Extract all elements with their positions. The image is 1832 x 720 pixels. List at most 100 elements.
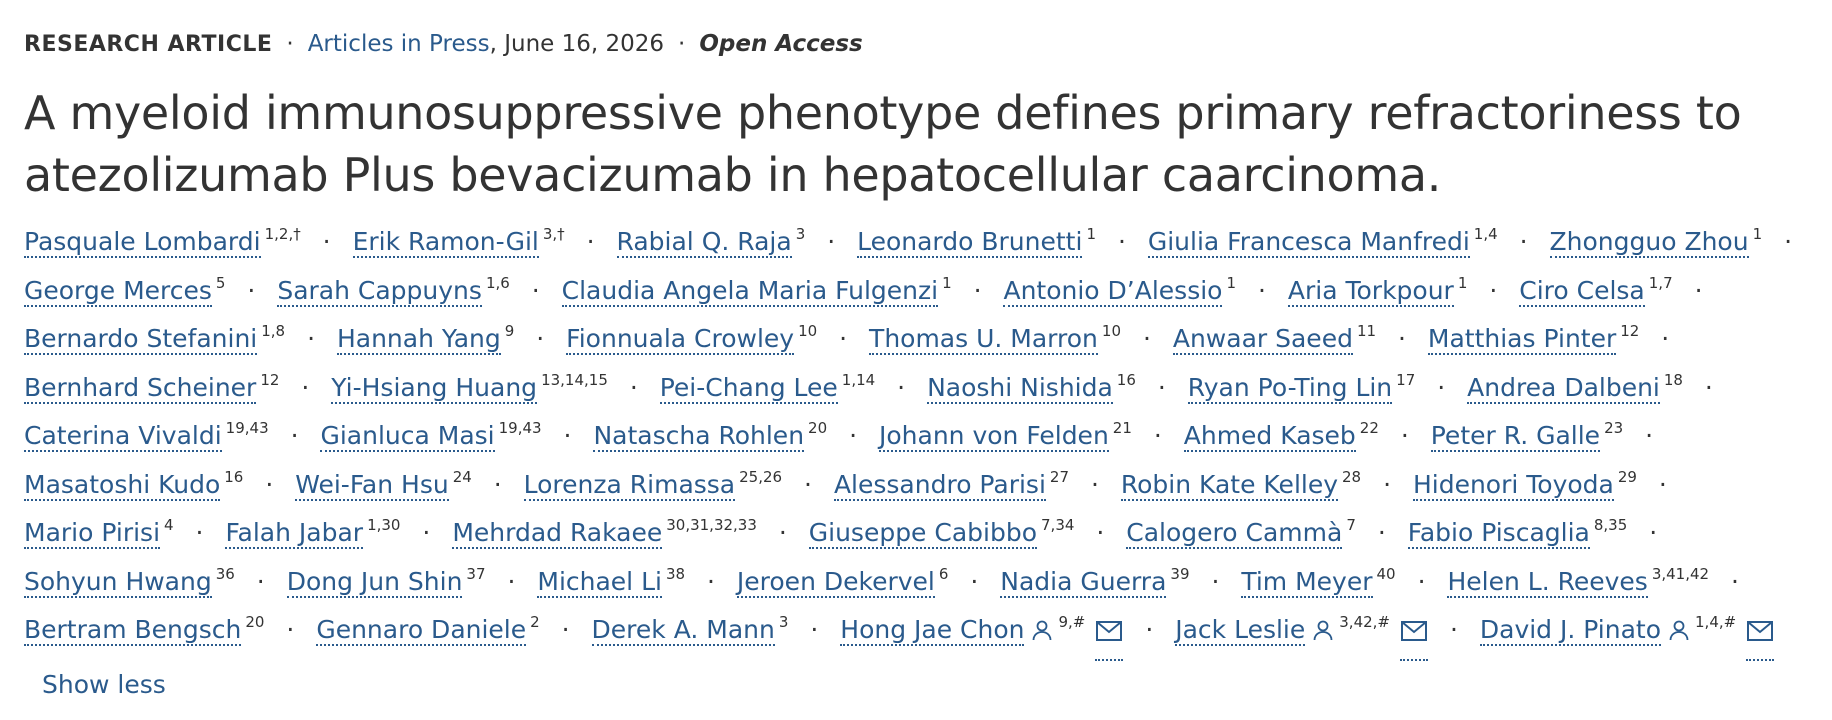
- affiliation-sup: 1,7: [1648, 273, 1673, 292]
- affiliation-sup: 28: [1342, 467, 1362, 486]
- author-name-link[interactable]: Ryan Po-Ting Lin: [1187, 372, 1393, 404]
- author-name-link[interactable]: Natascha Rohlen: [593, 421, 805, 452]
- author-name-link[interactable]: Antonio D’Alessio: [1003, 275, 1223, 307]
- author-name-link[interactable]: Sarah Cappuyns: [277, 275, 482, 307]
- author-name-link[interactable]: Giuseppe Cabibbo: [808, 518, 1038, 549]
- author-item: Dong Jun Shin 37: [286, 564, 486, 598]
- affiliation-sup: 37: [466, 564, 486, 583]
- author-name-link[interactable]: Aria Torkpour: [1287, 275, 1454, 307]
- author-name-link[interactable]: Robin Kate Kelley: [1120, 469, 1339, 501]
- author-separator: ·: [1257, 275, 1266, 305]
- author-name-link[interactable]: Bernardo Stefanini: [24, 324, 258, 355]
- affiliation-sup: 1: [942, 273, 952, 292]
- author-name-link[interactable]: Derek A. Mann: [591, 615, 775, 646]
- author-name-link[interactable]: Pasquale Lombardi: [24, 227, 261, 258]
- article-type: RESEARCH ARTICLE: [24, 32, 273, 57]
- author-name-link[interactable]: Thomas U. Marron: [869, 324, 1098, 355]
- author-separator: ·: [1096, 518, 1105, 547]
- author-name-link[interactable]: Gennaro Daniele: [316, 615, 527, 646]
- affiliation-sup: 1,2,†: [264, 225, 301, 243]
- author-name-link[interactable]: Wei-Fan Hsu: [295, 469, 449, 501]
- author-item: Pei-Chang Lee 1,14: [659, 372, 875, 404]
- author-item: Sarah Cappuyns 1,6: [277, 273, 510, 307]
- person-icon[interactable]: [1311, 610, 1335, 659]
- author-name-link[interactable]: George Merces: [24, 275, 212, 307]
- author-name-link[interactable]: Ahmed Kaseb: [1183, 421, 1356, 452]
- author-item: Claudia Angela Maria Fulgenzi 1: [561, 273, 952, 307]
- author-name-link[interactable]: Sohyun Hwang: [24, 566, 212, 598]
- author-name-link[interactable]: Pei-Chang Lee: [659, 372, 838, 404]
- author-name-link[interactable]: Ciro Celsa: [1519, 275, 1645, 307]
- author-item: Bernardo Stefanini 1,8: [24, 324, 285, 355]
- mail-icon[interactable]: [1746, 610, 1775, 661]
- author-name-link[interactable]: Alessandro Parisi: [833, 469, 1046, 501]
- author-name-link[interactable]: Andrea Dalbeni: [1467, 372, 1660, 404]
- author-name-link[interactable]: Jack Leslie: [1175, 615, 1306, 646]
- author-name-link[interactable]: Dong Jun Shin: [286, 566, 463, 598]
- author-name-link[interactable]: Erik Ramon-Gil: [352, 227, 539, 258]
- author-separator: ·: [286, 615, 295, 644]
- show-less-button[interactable]: Show less: [42, 669, 166, 699]
- affiliation-sup: 36: [215, 564, 235, 583]
- author-name-link[interactable]: Tim Meyer: [1241, 566, 1373, 598]
- author-item: Calogero Cammà 7: [1126, 518, 1356, 549]
- author-name-link[interactable]: Giulia Francesca Manfredi: [1147, 227, 1470, 258]
- author-item: Hong Jae Chon 9,#: [840, 615, 1124, 661]
- author-name-link[interactable]: Bernhard Scheiner: [24, 372, 257, 404]
- article-title: A myeloid immunosuppressive phenotype de…: [24, 86, 1742, 202]
- author-name-link[interactable]: Lorenza Rimassa: [523, 469, 736, 501]
- author-name-link[interactable]: Hong Jae Chon: [840, 615, 1025, 646]
- author-name-link[interactable]: Hidenori Toyoda: [1412, 469, 1614, 501]
- author-name-link[interactable]: Fionnuala Crowley: [566, 324, 795, 355]
- author-name-link[interactable]: Gianluca Masi: [320, 421, 495, 452]
- author-name-link[interactable]: Jeroen Dekervel: [736, 566, 935, 598]
- affiliation-sup: 1: [1752, 225, 1763, 243]
- affiliation-sup: 1,6: [485, 273, 510, 292]
- author-separator: ·: [804, 469, 812, 499]
- person-icon[interactable]: [1030, 610, 1054, 659]
- author-separator: ·: [897, 372, 906, 402]
- author-name-link[interactable]: Calogero Cammà: [1126, 518, 1343, 549]
- author-name-link[interactable]: Caterina Vivaldi: [24, 421, 222, 452]
- author-name-link[interactable]: Hannah Yang: [336, 324, 501, 355]
- author-separator: ·: [778, 518, 787, 547]
- author-name-link[interactable]: Falah Jabar: [225, 518, 364, 549]
- author-name-link[interactable]: Claudia Angela Maria Fulgenzi: [561, 275, 939, 307]
- author-item: Natascha Rohlen 20: [593, 419, 828, 452]
- author-name-link[interactable]: David J. Pinato: [1479, 615, 1662, 646]
- author-name-link[interactable]: Anwaar Saeed: [1172, 324, 1353, 355]
- author-name-link[interactable]: Fabio Piscaglia: [1407, 518, 1590, 549]
- author-separator: ·: [1658, 469, 1667, 499]
- author-name-link[interactable]: Masatoshi Kudo: [24, 469, 221, 501]
- author-separator: ·: [1489, 275, 1498, 305]
- author-name-link[interactable]: Leonardo Brunetti: [857, 227, 1083, 258]
- author-name-link[interactable]: Matthias Pinter: [1427, 324, 1617, 355]
- journal-section-link[interactable]: Articles in Press: [307, 31, 490, 57]
- author-name-link[interactable]: Naoshi Nishida: [927, 372, 1113, 404]
- affiliation-sup: 25,26: [739, 467, 783, 486]
- author-name-link[interactable]: Helen L. Reeves: [1447, 566, 1648, 598]
- affiliation-sup: 38: [665, 564, 686, 583]
- author-name-link[interactable]: Yi-Hsiang Huang: [331, 372, 538, 404]
- affiliation-sup: 20: [808, 419, 828, 437]
- author-name-link[interactable]: Bertram Bengsch: [24, 615, 242, 646]
- person-icon[interactable]: [1667, 610, 1691, 659]
- author-name-link[interactable]: Mehrdad Rakaee: [452, 518, 663, 549]
- author-separator: ·: [1117, 227, 1126, 256]
- mail-icon[interactable]: [1095, 610, 1124, 661]
- affiliation-sup: 3,42,#: [1339, 613, 1391, 631]
- author-item: Caterina Vivaldi 19,43: [24, 421, 269, 452]
- author-name-link[interactable]: Mario Pirisi: [24, 518, 161, 549]
- affiliation-sup: 6: [938, 564, 949, 583]
- author-name-link[interactable]: Michael Li: [537, 566, 662, 598]
- author-name-link[interactable]: Peter R. Galle: [1430, 421, 1601, 452]
- author-name-link[interactable]: Nadia Guerra: [1000, 566, 1167, 598]
- author-name-link[interactable]: Zhongguo Zhou: [1549, 227, 1749, 258]
- author-name-link[interactable]: Rabial Q. Raja: [616, 227, 792, 258]
- mail-icon[interactable]: [1400, 610, 1429, 661]
- author-separator: ·: [810, 615, 819, 644]
- author-name-link[interactable]: Johann von Felden: [879, 421, 1109, 452]
- affiliation-sup: 10: [798, 322, 818, 340]
- author-item: Wei-Fan Hsu 24: [295, 469, 472, 501]
- author-item: George Merces 5: [24, 275, 225, 307]
